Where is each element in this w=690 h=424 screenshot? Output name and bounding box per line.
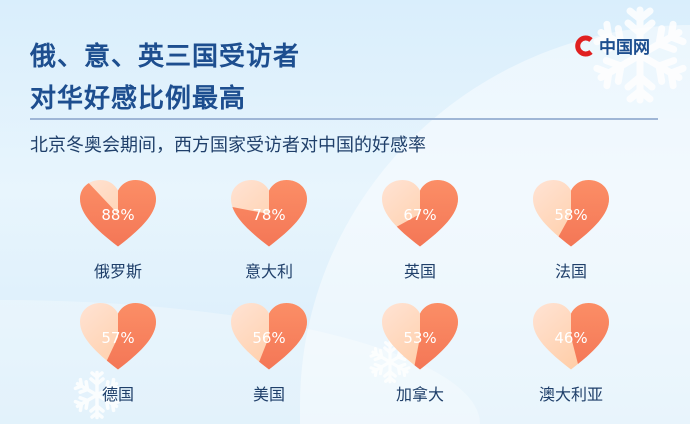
data-label: 46% [554,329,588,347]
subtitle: 北京冬奥会期间，西方国家受访者对中国的好感率 [30,135,426,156]
heart-mark: 53% [382,303,458,371]
data-label: 78% [252,206,286,224]
heart-fill-sector [382,180,458,247]
category-label: 美国 [252,385,285,404]
heart-fill-sector [243,303,307,370]
heart-mark: 46% [533,303,609,371]
data-label: 67% [403,206,437,224]
heart-fill-sector [80,180,156,247]
snowflake-icon [73,370,121,420]
data-label: 58% [554,206,588,224]
snowflake-icon [593,6,687,104]
page-title-line-2: 对华好感比例最高 [30,84,247,114]
heart-mark: 88% [80,180,156,248]
category-label: 英国 [403,262,436,281]
divider [30,118,658,120]
heart-mark: 57% [80,303,156,371]
heart-fill-sector [88,303,156,370]
data-label: 56% [252,329,286,347]
snowflake-icon [369,340,411,384]
heart-fill-sector [538,180,609,247]
page-title-line-1: 俄、意、英三国受访者 [30,42,301,72]
category-label: 德国 [101,385,134,404]
logo: 中国网 [574,33,650,58]
logo-text: 中国网 [599,38,650,58]
category-label: 澳大利亚 [538,385,603,404]
heart-mark: 67% [382,180,458,248]
data-label: 53% [403,329,437,347]
category-label: 加拿大 [395,385,444,404]
category-label: 意大利 [244,262,293,281]
data-label: 57% [101,329,135,347]
logo-icon [575,35,593,56]
heart-mark: 58% [533,180,609,248]
heart-mark: 78% [231,180,307,248]
heart-mark: 56% [231,303,307,371]
heart-fill-sector [407,303,458,370]
category-label: 俄罗斯 [93,262,142,281]
category-label: 法国 [554,262,587,281]
data-label: 88% [101,206,135,224]
